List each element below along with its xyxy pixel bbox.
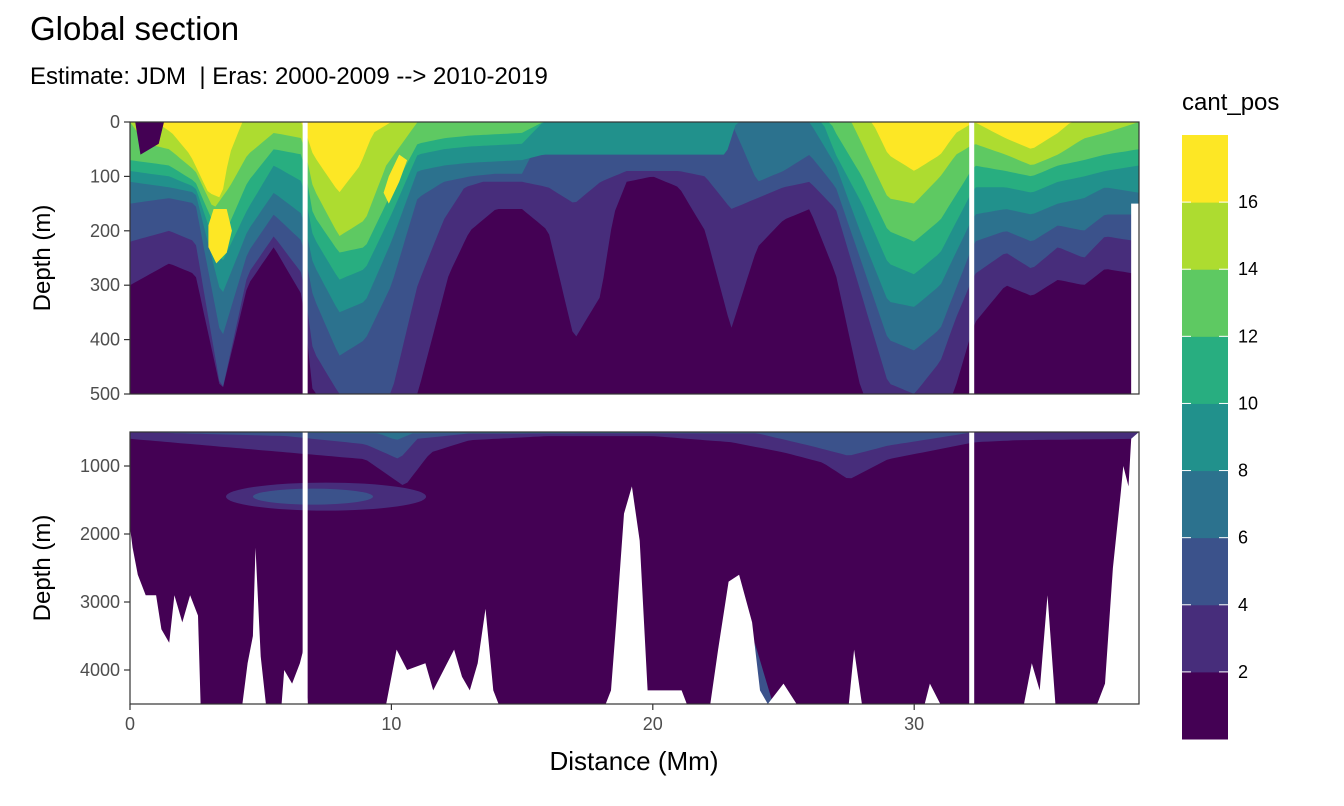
- missing-column: [969, 432, 975, 704]
- seafloor-mask: [130, 432, 1139, 704]
- y-tick-label: 1000: [80, 456, 120, 476]
- legend-swatch: [1182, 671, 1228, 740]
- missing-column: [302, 432, 308, 704]
- legend-tick-label: 6: [1238, 528, 1248, 548]
- field-edge-gap: [1131, 203, 1139, 394]
- panel-lower-field: [130, 432, 1139, 704]
- panel-lower-y-axis: 1000 2000 3000 4000: [80, 456, 130, 680]
- legend-swatch: [1182, 269, 1228, 337]
- y-tick-label: 300: [90, 275, 120, 295]
- field-low-patch: [135, 122, 164, 155]
- y-tick-label: 2000: [80, 524, 120, 544]
- field-bin-3: [130, 432, 1139, 440]
- chart-subtitle: Estimate: JDM | Eras: 2000-2009 --> 2010…: [30, 63, 548, 90]
- field-lens-inner: [252, 488, 373, 505]
- legend-tick-label: 2: [1238, 662, 1248, 682]
- legend-tick-label: 4: [1238, 595, 1248, 615]
- legend-tick-label: 16: [1238, 192, 1258, 212]
- missing-column: [302, 122, 308, 394]
- legend-swatch: [1182, 537, 1228, 606]
- legend-tick-label: 8: [1238, 461, 1248, 481]
- y-tick-label: 400: [90, 330, 120, 350]
- legend-ticks: 2 4 6 8 10 12 14 16: [1182, 192, 1258, 682]
- field-bin-2: [130, 432, 1139, 459]
- y-tick-label: 200: [90, 221, 120, 241]
- panel-upper: 0 100 200 300 400 500 Depth (m): [29, 112, 1140, 404]
- field-core-0: [885, 122, 946, 166]
- legend-swatch: [1182, 202, 1228, 270]
- legend-swatch: [1182, 470, 1228, 539]
- x-axis: 0 10 20 30: [125, 704, 924, 734]
- panel-upper-y-axis: 0 100 200 300 400 500: [90, 112, 130, 404]
- panel-upper-border: [129, 121, 1140, 395]
- legend-tick-label: 10: [1238, 393, 1258, 413]
- missing-column: [969, 122, 975, 394]
- panel-lower: 1000 2000 3000 4000 Depth (m): [29, 431, 1140, 705]
- legend-colorbar: [1182, 135, 1228, 740]
- field-core-2: [383, 154, 408, 204]
- legend-swatch: [1182, 403, 1228, 472]
- legend-swatch: [1182, 336, 1228, 404]
- y-tick-label: 3000: [80, 592, 120, 612]
- legend-swatch: [1182, 604, 1228, 673]
- legend-tick-label: 14: [1238, 259, 1258, 279]
- y-tick-label: 4000: [80, 660, 120, 680]
- legend-swatch: [1182, 135, 1228, 203]
- legend-title: cant_pos: [1182, 89, 1279, 116]
- x-tick-label: 20: [643, 714, 663, 734]
- y-tick-label: 100: [90, 166, 120, 186]
- legend-tick-label: 12: [1238, 326, 1258, 346]
- x-tick-label: 10: [381, 714, 401, 734]
- x-tick-label: 30: [904, 714, 924, 734]
- y-tick-label: 500: [90, 384, 120, 404]
- x-axis-label: Distance (Mm): [549, 746, 718, 776]
- panel-upper-ylabel: Depth (m): [29, 205, 56, 312]
- x-tick-label: 0: [125, 714, 135, 734]
- panel-upper-field: [130, 122, 1139, 394]
- panel-lower-ylabel: Depth (m): [29, 515, 56, 622]
- panel-lower-border: [129, 431, 1140, 705]
- y-tick-label: 0: [110, 112, 120, 132]
- legend: cant_pos 2 4 6 8 10 12 14 16: [1182, 89, 1279, 740]
- field-core-1: [208, 209, 232, 264]
- chart-title: Global section: [30, 10, 239, 47]
